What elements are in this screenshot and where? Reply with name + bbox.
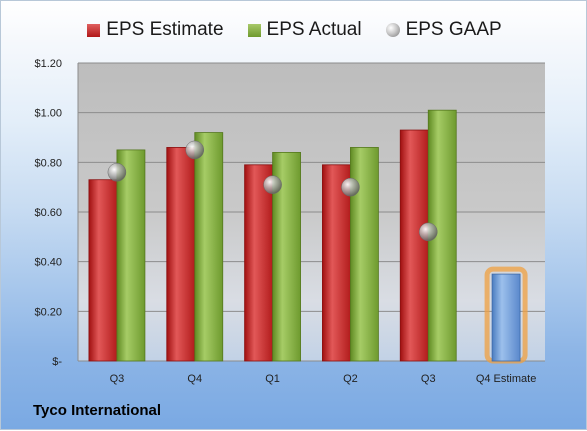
legend-item-estimate: EPS Estimate bbox=[87, 19, 224, 41]
legend-label-estimate: EPS Estimate bbox=[106, 19, 224, 40]
y-tick-label: $1.00 bbox=[34, 108, 62, 120]
x-tick-label: Q3 bbox=[110, 373, 125, 385]
y-tick-label: $1.20 bbox=[34, 58, 62, 70]
legend: EPS Estimate EPS Actual EPS GAAP bbox=[1, 19, 587, 41]
point-gaap bbox=[419, 222, 438, 242]
x-tick-label: Q4 Estimate bbox=[476, 373, 537, 385]
bar-estimate bbox=[166, 147, 196, 362]
bar-estimate-future bbox=[491, 273, 521, 362]
bar-estimate bbox=[88, 179, 118, 362]
x-tick-label: Q4 bbox=[187, 373, 202, 385]
y-tick-label: $0.40 bbox=[34, 257, 62, 269]
legend-swatch-gaap bbox=[385, 23, 400, 37]
y-tick-label: $0.20 bbox=[34, 306, 62, 318]
bar-actual bbox=[116, 149, 146, 362]
legend-label-gaap: EPS GAAP bbox=[405, 19, 502, 40]
x-tick-label: Q1 bbox=[265, 373, 280, 385]
point-gaap bbox=[341, 177, 360, 197]
x-tick-label: Q3 bbox=[421, 373, 436, 385]
legend-swatch-estimate bbox=[87, 23, 101, 37]
legend-item-actual: EPS Actual bbox=[247, 19, 362, 41]
x-tick-label: Q2 bbox=[343, 373, 358, 385]
y-tick-label: $0.80 bbox=[34, 157, 62, 169]
point-gaap bbox=[263, 175, 282, 194]
company-name: Tyco International bbox=[33, 402, 162, 419]
point-gaap bbox=[185, 140, 204, 160]
bar-estimate bbox=[244, 164, 273, 362]
y-tick-label: $0.60 bbox=[34, 207, 62, 219]
bar-estimate bbox=[399, 129, 429, 362]
legend-item-gaap: EPS GAAP bbox=[385, 19, 502, 41]
legend-swatch-actual bbox=[247, 23, 261, 37]
point-gaap bbox=[107, 163, 127, 182]
legend-label-actual: EPS Actual bbox=[266, 19, 362, 40]
y-tick-label: $- bbox=[52, 356, 62, 368]
bar-actual bbox=[194, 132, 224, 362]
